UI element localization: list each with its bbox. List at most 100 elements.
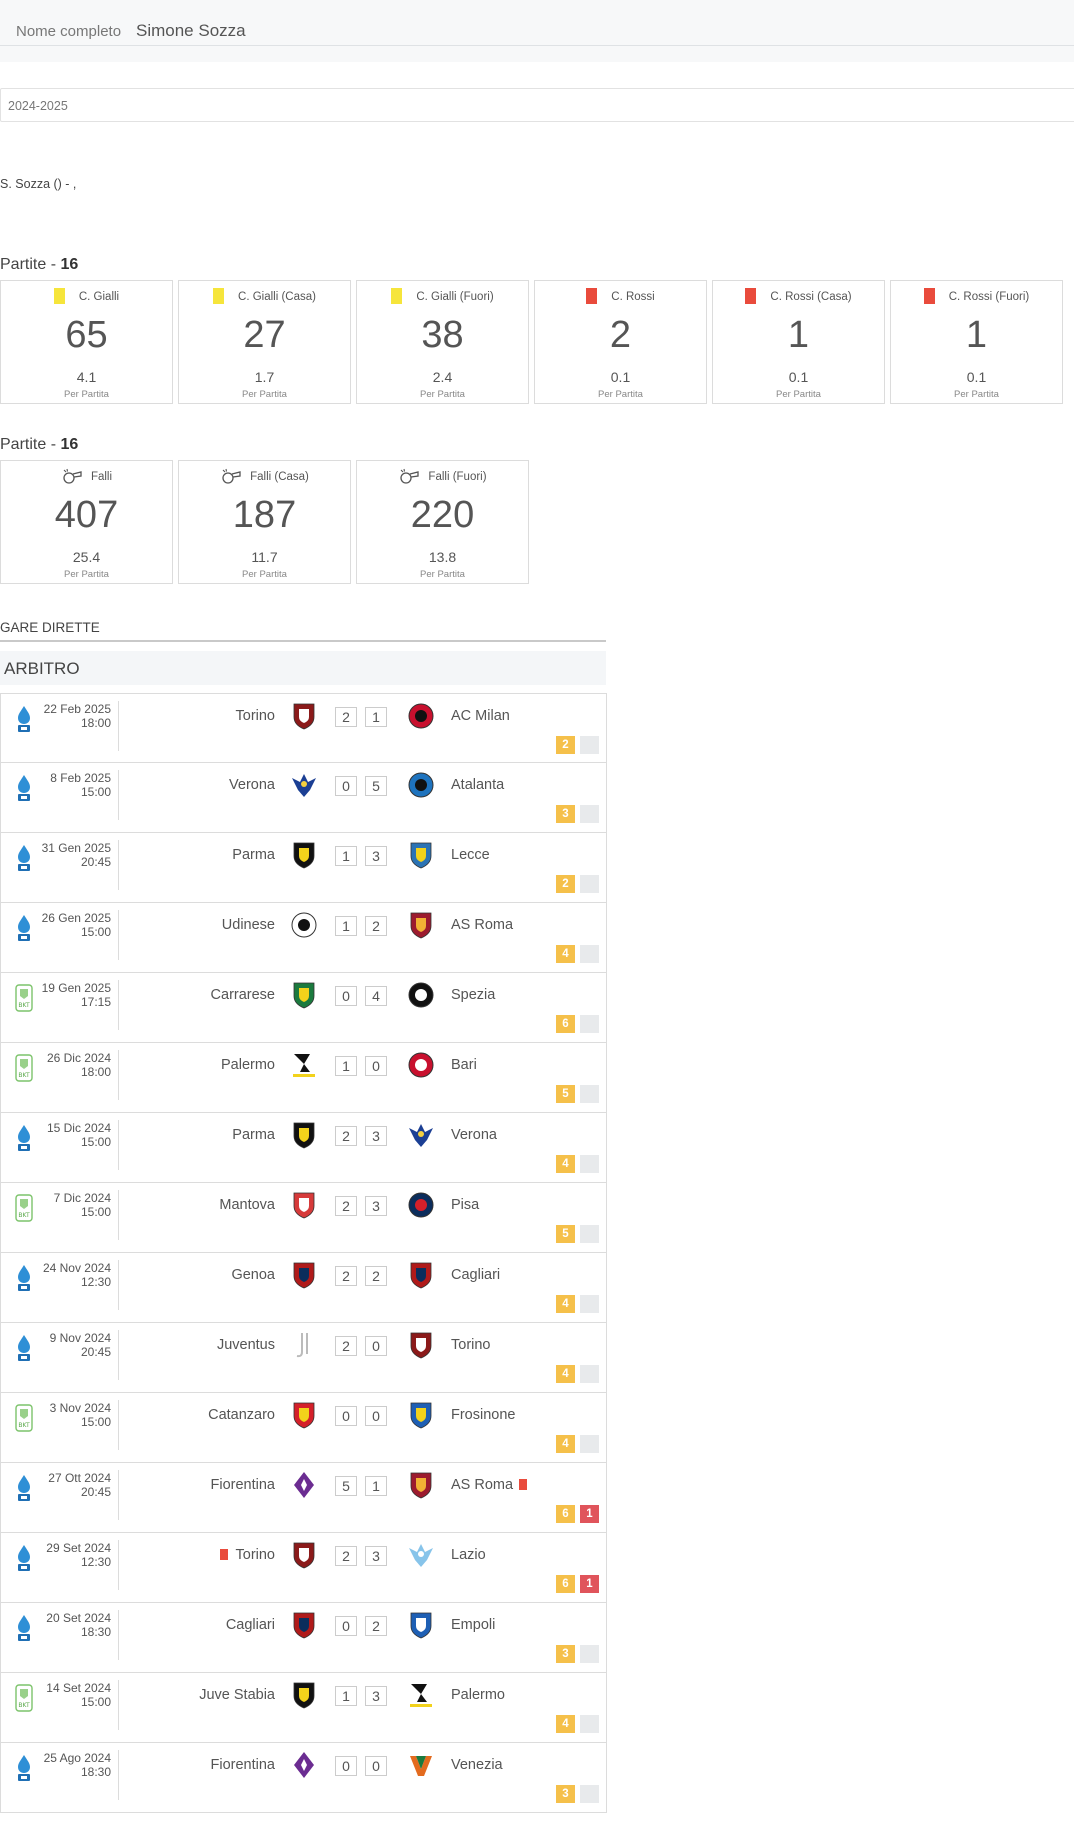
serie-a-icon bbox=[15, 1544, 33, 1572]
section-prefix: Partite - bbox=[0, 256, 61, 273]
match-row[interactable]: 9 Nov 2024 20:45 Juventus 2 0 Torino 4 bbox=[0, 1323, 607, 1393]
match-row[interactable]: 25 Ago 2024 18:30 Fiorentina 0 0 Venezia 3 bbox=[0, 1743, 607, 1813]
serie-a-icon bbox=[15, 1264, 33, 1292]
home-team[interactable]: Carrarese bbox=[151, 987, 275, 1003]
home-team[interactable]: Torino bbox=[151, 708, 276, 724]
home-team[interactable]: Mantova bbox=[151, 1197, 275, 1213]
home-team-name: Verona bbox=[229, 777, 275, 793]
home-team-crest-icon bbox=[290, 701, 318, 731]
stat-card-header: C. Gialli bbox=[1, 288, 172, 304]
home-team[interactable]: Udinese bbox=[151, 917, 275, 933]
svg-text:BKT: BKT bbox=[18, 1072, 30, 1079]
home-team[interactable]: Verona bbox=[151, 777, 275, 793]
away-team-name: AS Roma bbox=[451, 917, 514, 933]
home-team-name: Juventus bbox=[216, 1337, 275, 1353]
away-team[interactable]: AC Milan bbox=[451, 708, 510, 724]
match-row[interactable]: 22 Feb 2025 18:00 Torino 2 1 AC Milan 2 bbox=[0, 693, 607, 763]
home-team-crest-icon bbox=[290, 1190, 318, 1220]
match-date: 20 Set 2024 bbox=[46, 1611, 111, 1625]
home-team[interactable]: Juventus bbox=[151, 1337, 275, 1353]
away-team[interactable]: AS Roma bbox=[451, 917, 513, 933]
match-datetime: 8 Feb 2025 15:00 bbox=[37, 771, 111, 799]
match-row[interactable]: 8 Feb 2025 15:00 Verona 0 5 Atalanta 3 bbox=[0, 763, 607, 833]
match-row[interactable]: 29 Set 2024 12:30 Torino 2 3 Lazio 6 1 bbox=[0, 1533, 607, 1603]
away-team[interactable]: AS Roma bbox=[451, 1477, 528, 1493]
stat-card-average: 1.7 bbox=[254, 369, 275, 385]
home-score: 5 bbox=[335, 1476, 357, 1496]
away-team[interactable]: Venezia bbox=[451, 1757, 503, 1773]
away-team[interactable]: Lazio bbox=[451, 1547, 486, 1563]
home-team[interactable]: Fiorentina bbox=[151, 1477, 275, 1493]
home-team-crest-icon bbox=[290, 1330, 318, 1360]
away-team[interactable]: Frosinone bbox=[451, 1407, 515, 1423]
match-date: 7 Dic 2024 bbox=[53, 1191, 111, 1205]
stat-card-average: 11.7 bbox=[251, 549, 278, 565]
match-row[interactable]: BKT 3 Nov 2024 15:00 Catanzaro 0 0 Frosinone 4 bbox=[0, 1393, 607, 1463]
home-team[interactable]: Fiorentina bbox=[151, 1757, 275, 1773]
home-team[interactable]: Torino bbox=[151, 1547, 275, 1563]
away-team[interactable]: Pisa bbox=[451, 1197, 479, 1213]
match-row[interactable]: BKT 7 Dic 2024 15:00 Mantova 2 3 Pisa 5 bbox=[0, 1183, 607, 1253]
home-team-name: Parma bbox=[232, 1127, 275, 1143]
away-score: 3 bbox=[365, 1546, 387, 1566]
home-team[interactable]: Catanzaro bbox=[151, 1407, 275, 1423]
home-team-crest-icon bbox=[290, 1120, 318, 1150]
stat-card: C. Rossi (Casa) 1 0.1 Per Partita bbox=[712, 280, 885, 404]
away-score: 1 bbox=[365, 1476, 387, 1496]
match-row[interactable]: 24 Nov 2024 12:30 Genoa 2 2 Cagliari 4 bbox=[0, 1253, 607, 1323]
away-team[interactable]: Empoli bbox=[451, 1617, 495, 1633]
match-row[interactable]: 20 Set 2024 18:30 Cagliari 0 2 Empoli 3 bbox=[0, 1603, 607, 1673]
stat-card-total: 38 bbox=[421, 314, 464, 356]
match-row[interactable]: BKT 19 Gen 2025 17:15 Carrarese 0 4 Spezia 6 bbox=[0, 973, 607, 1043]
match-date: 31 Gen 2025 bbox=[41, 841, 111, 855]
match-datetime: 15 Dic 2024 15:00 bbox=[37, 1121, 111, 1149]
away-team[interactable]: Bari bbox=[451, 1057, 477, 1073]
home-team[interactable]: Palermo bbox=[151, 1057, 275, 1073]
match-row[interactable]: 26 Gen 2025 15:00 Udinese 1 2 AS Roma 4 bbox=[0, 903, 607, 973]
red-cards-badge bbox=[580, 875, 599, 893]
match-datetime: 19 Gen 2025 17:15 bbox=[37, 981, 111, 1009]
match-date: 14 Set 2024 bbox=[46, 1681, 111, 1695]
match-row[interactable]: 31 Gen 2025 20:45 Parma 1 3 Lecce 2 bbox=[0, 833, 607, 903]
home-score: 1 bbox=[335, 846, 357, 866]
match-row[interactable]: BKT 14 Set 2024 15:00 Juve Stabia 1 3 Palermo 4 bbox=[0, 1673, 607, 1743]
away-team[interactable]: Spezia bbox=[451, 987, 495, 1003]
home-team[interactable]: Cagliari bbox=[151, 1617, 275, 1633]
away-team[interactable]: Palermo bbox=[451, 1687, 505, 1703]
match-row[interactable]: BKT 26 Dic 2024 18:00 Palermo 1 0 Bari 5 bbox=[0, 1043, 607, 1113]
yellow-card-icon bbox=[391, 288, 403, 304]
stat-card-average: 13.8 bbox=[428, 549, 457, 565]
away-team-name: Empoli bbox=[451, 1617, 496, 1633]
home-team-crest-icon bbox=[290, 1400, 318, 1430]
away-team[interactable]: Atalanta bbox=[451, 777, 504, 793]
stat-card-total: 65 bbox=[65, 314, 108, 356]
match-date: 24 Nov 2024 bbox=[42, 1261, 111, 1275]
full-name-value: Simone Sozza bbox=[136, 21, 246, 40]
home-team[interactable]: Parma bbox=[151, 847, 275, 863]
row-divider bbox=[118, 1400, 119, 1450]
away-score: 3 bbox=[365, 1126, 387, 1146]
away-team[interactable]: Torino bbox=[451, 1337, 491, 1353]
home-team-name: Catanzaro bbox=[208, 1407, 275, 1423]
whistle-icon bbox=[398, 468, 420, 484]
home-team-crest-icon bbox=[290, 1540, 318, 1570]
row-divider bbox=[118, 1050, 119, 1100]
serie-b-icon: BKT bbox=[15, 984, 33, 1012]
match-date: 15 Dic 2024 bbox=[46, 1121, 111, 1135]
home-team[interactable]: Genoa bbox=[151, 1267, 275, 1283]
yellow-cards-badge: 2 bbox=[556, 736, 575, 754]
away-team[interactable]: Cagliari bbox=[451, 1267, 500, 1283]
match-datetime: 9 Nov 2024 20:45 bbox=[37, 1331, 111, 1359]
away-team-crest-icon bbox=[407, 910, 435, 940]
home-score: 2 bbox=[335, 1546, 357, 1566]
match-row[interactable]: 27 Ott 2024 20:45 Fiorentina 5 1 AS Roma 6 1 bbox=[0, 1463, 607, 1533]
home-team[interactable]: Juve Stabia bbox=[151, 1687, 275, 1703]
match-time: 15:00 bbox=[80, 925, 111, 939]
home-team[interactable]: Parma bbox=[151, 1127, 275, 1143]
away-team-crest-icon bbox=[407, 1190, 435, 1220]
match-row[interactable]: 15 Dic 2024 15:00 Parma 2 3 Verona 4 bbox=[0, 1113, 607, 1183]
away-team-name: Bari bbox=[451, 1057, 477, 1073]
season-selector[interactable]: 2024-2025 bbox=[0, 88, 1074, 122]
away-team[interactable]: Verona bbox=[451, 1127, 497, 1143]
away-team[interactable]: Lecce bbox=[451, 847, 490, 863]
